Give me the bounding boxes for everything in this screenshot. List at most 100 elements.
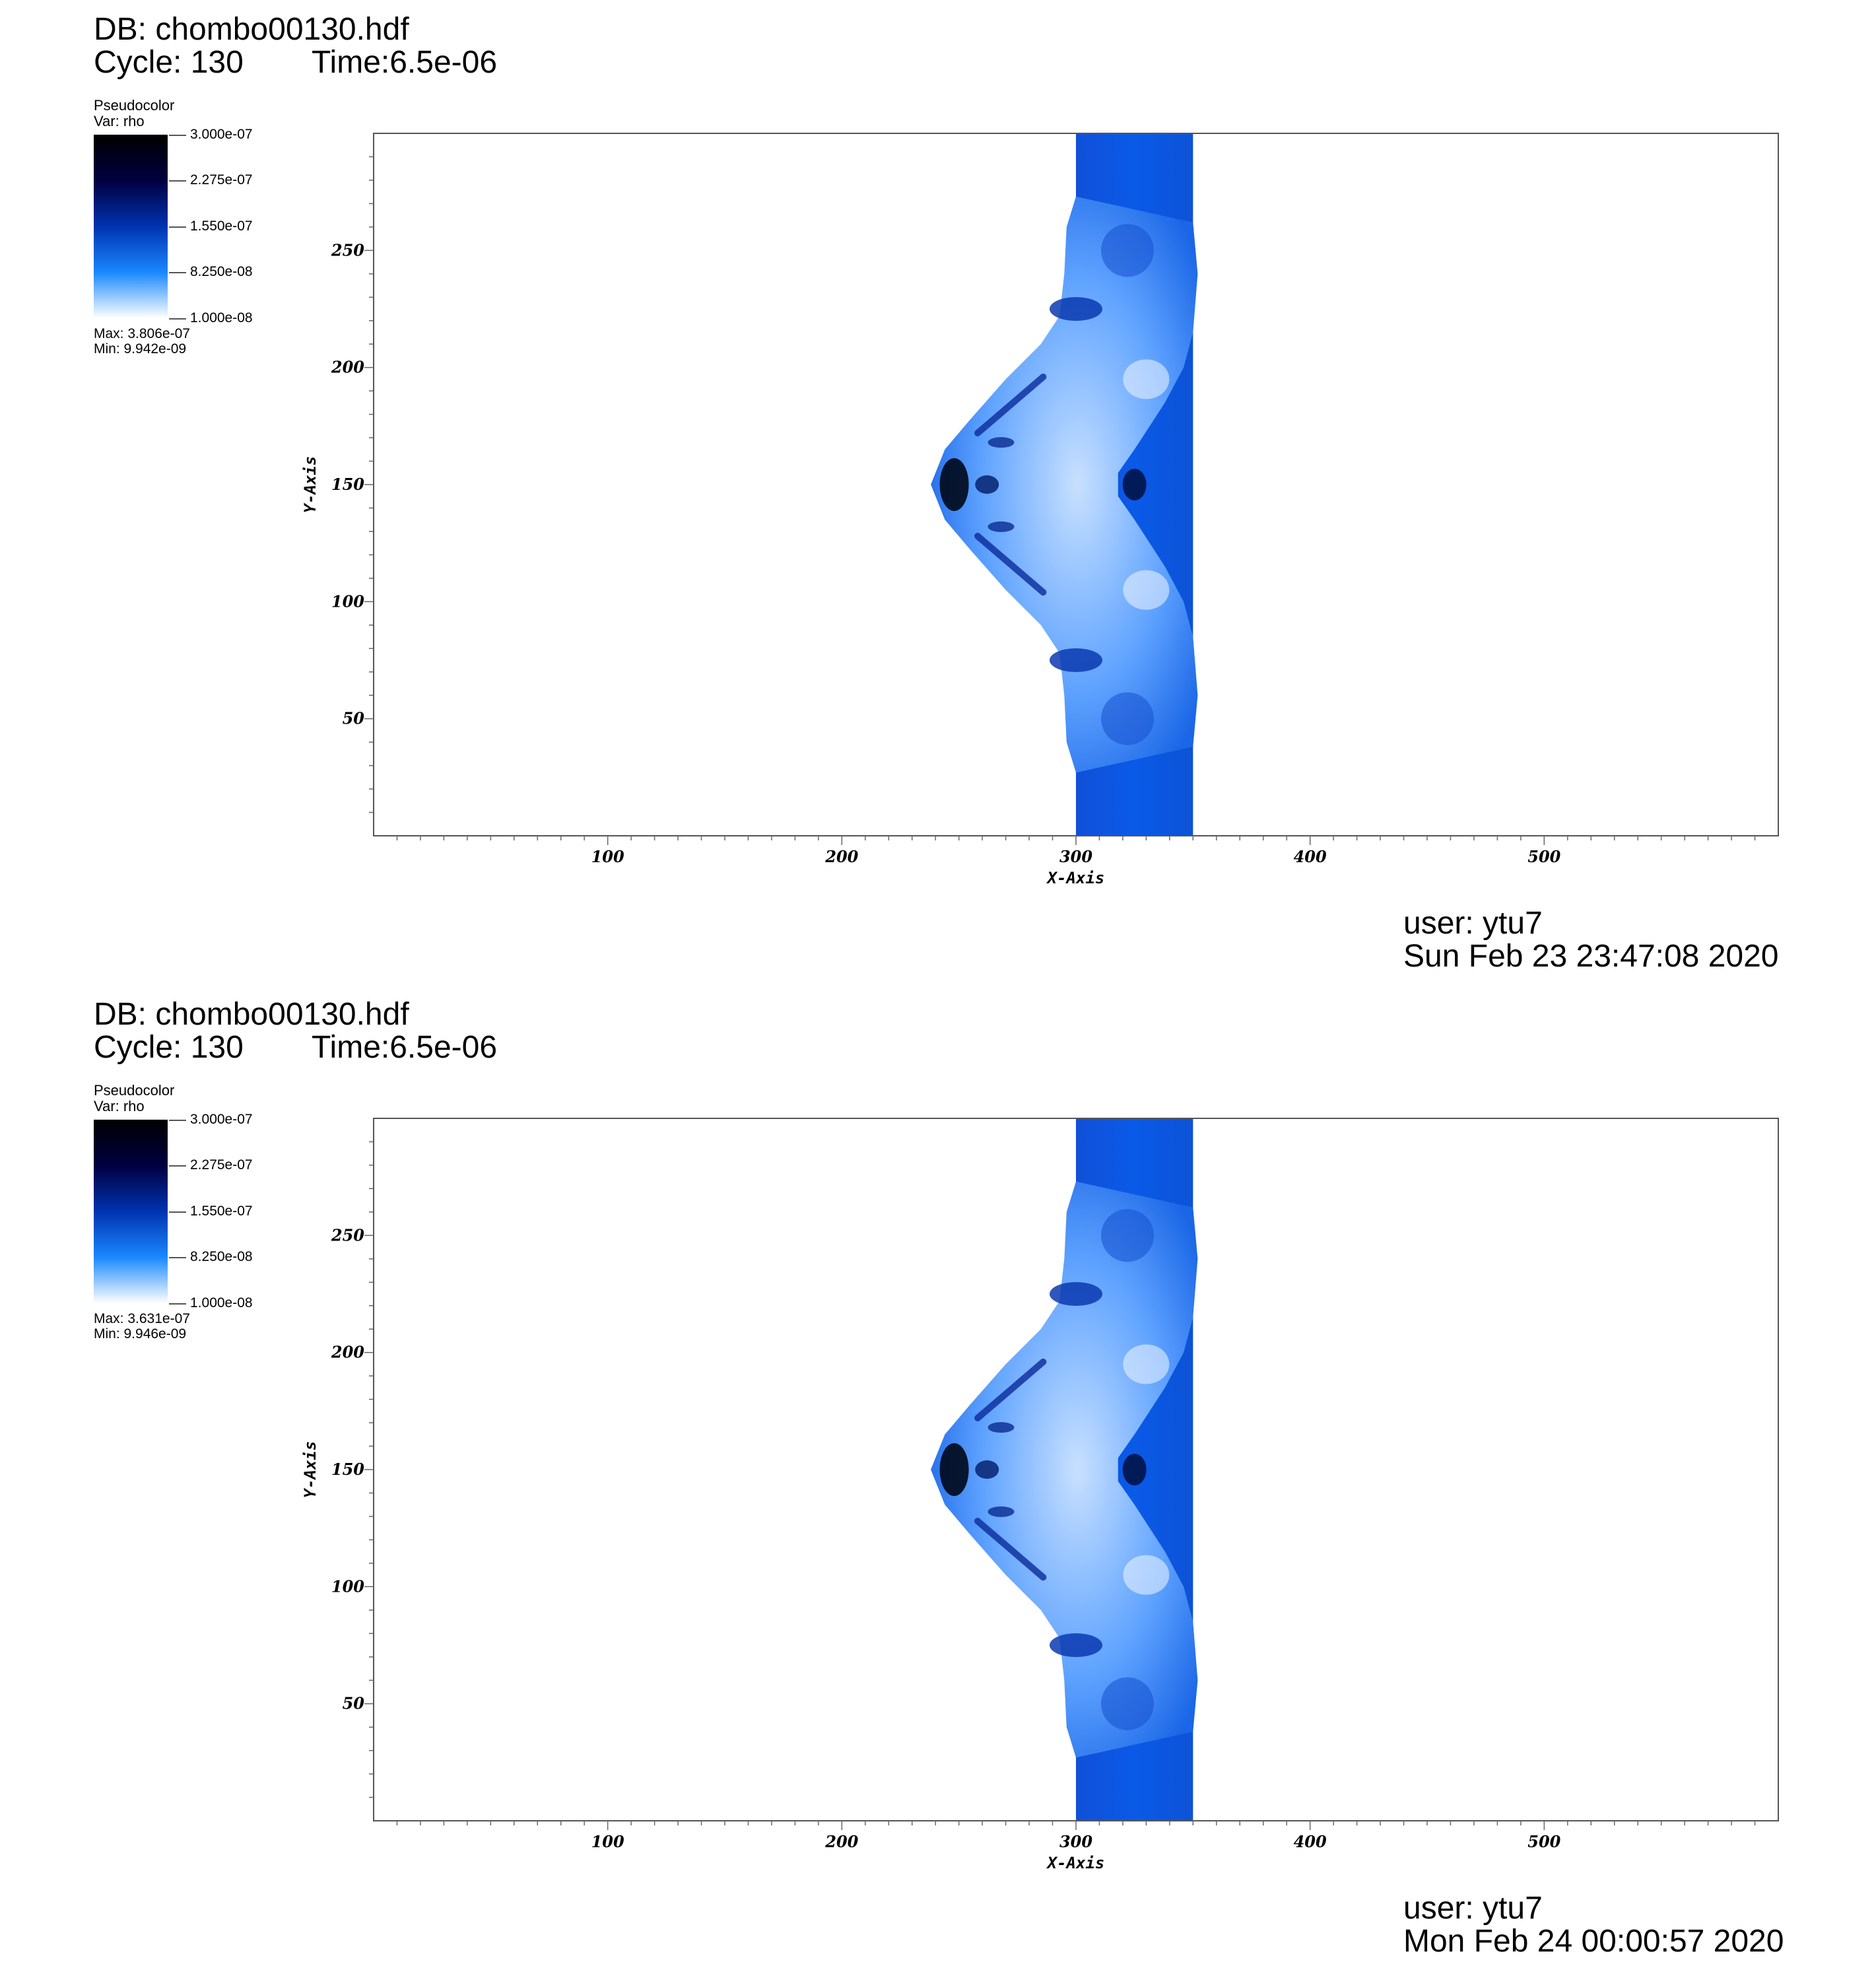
density-feature bbox=[1123, 359, 1170, 399]
y-tick-label: 150 bbox=[331, 1460, 364, 1479]
density-field bbox=[931, 133, 1198, 836]
colorbar bbox=[94, 135, 168, 318]
y-tick-label: 50 bbox=[343, 1694, 365, 1713]
legend-title: Pseudocolor bbox=[94, 97, 175, 114]
legend-variable: Var: rho bbox=[94, 1098, 145, 1114]
shock-region bbox=[931, 1181, 1198, 1758]
colorbar-tick bbox=[169, 1303, 186, 1305]
density-feature bbox=[988, 1506, 1015, 1517]
density-feature bbox=[975, 1460, 999, 1479]
jet-feature bbox=[974, 373, 1047, 436]
min-value: Min: 9.946e-09 bbox=[94, 1326, 187, 1342]
x-tick-label: 200 bbox=[824, 1832, 858, 1851]
y-tick-label: 150 bbox=[331, 475, 364, 494]
colorbar-label: 8.250e-08 bbox=[190, 264, 253, 279]
density-feature bbox=[1101, 692, 1155, 745]
legend-variable: Var: rho bbox=[94, 113, 145, 129]
legend-title: Pseudocolor bbox=[94, 1082, 175, 1099]
y-axis-title: Y-Axis bbox=[301, 1441, 319, 1499]
database-label: DB: chombo00130.hdf bbox=[94, 997, 409, 1032]
cycle-label: Cycle: 130 bbox=[94, 1030, 244, 1065]
density-feature bbox=[1101, 1677, 1155, 1730]
x-tick-label: 400 bbox=[1294, 1832, 1327, 1851]
y-axis-title: Y-Axis bbox=[301, 456, 319, 514]
colorbar-tick bbox=[169, 1211, 186, 1213]
density-field bbox=[931, 1118, 1198, 1821]
density-feature bbox=[1050, 1633, 1102, 1657]
min-value: Min: 9.942e-09 bbox=[94, 341, 187, 357]
shock-region bbox=[931, 196, 1198, 773]
user-label: user: ytu7 bbox=[1403, 1891, 1543, 1926]
density-feature bbox=[1050, 1282, 1102, 1306]
density-feature bbox=[1122, 1454, 1147, 1485]
colorbar-label: 1.000e-08 bbox=[190, 310, 253, 325]
colorbar bbox=[94, 1120, 168, 1303]
density-feature bbox=[1123, 570, 1170, 610]
density-feature bbox=[1122, 469, 1147, 500]
colorbar-label: 1.000e-08 bbox=[190, 1295, 253, 1310]
colorbar-tick bbox=[169, 135, 186, 136]
timestamp-label: Mon Feb 24 00:00:57 2020 bbox=[1403, 1924, 1784, 1959]
database-label: DB: chombo00130.hdf bbox=[94, 12, 409, 47]
x-tick-label: 300 bbox=[1059, 847, 1092, 866]
x-axis-title: X-Axis bbox=[1046, 869, 1105, 887]
density-feature bbox=[1050, 648, 1102, 672]
x-axis-title: X-Axis bbox=[1046, 1854, 1105, 1872]
y-tick-label: 100 bbox=[331, 592, 364, 611]
y-tick-label: 250 bbox=[331, 240, 364, 259]
minor-ticks bbox=[364, 156, 1756, 845]
colorbar-label: 3.000e-07 bbox=[190, 1112, 253, 1127]
heatmap-plot: 100 200 300 400 500 50 100 150 200 250 X-Axis Y-Axi… bbox=[301, 1118, 1779, 1872]
colorbar-tick bbox=[169, 1120, 186, 1121]
cycle-label: Cycle: 130 bbox=[94, 45, 244, 80]
density-feature bbox=[988, 437, 1015, 448]
colorbar-tick bbox=[169, 226, 186, 228]
x-tick-label: 500 bbox=[1527, 1832, 1560, 1851]
x-tick-label: 300 bbox=[1059, 1832, 1092, 1851]
jet-feature bbox=[974, 533, 1047, 596]
time-label: Time:6.5e-06 bbox=[312, 45, 498, 80]
density-feature bbox=[939, 458, 969, 511]
density-feature bbox=[1123, 1344, 1170, 1384]
y-tick-label: 50 bbox=[343, 709, 365, 728]
time-label: Time:6.5e-06 bbox=[312, 1030, 498, 1065]
colorbar-label: 1.550e-07 bbox=[190, 1204, 253, 1219]
jet-feature bbox=[974, 1518, 1047, 1581]
density-feature bbox=[939, 1443, 969, 1496]
max-value: Max: 3.631e-07 bbox=[94, 1311, 190, 1326]
plot-panel-1: DB: chombo00130.hdf Cycle: 130 Time:6.5e… bbox=[0, 0, 1876, 984]
y-tick-label: 200 bbox=[331, 358, 364, 377]
colorbar-label: 2.275e-07 bbox=[190, 1157, 253, 1172]
density-feature bbox=[988, 1422, 1015, 1433]
x-tick-label: 200 bbox=[824, 847, 858, 866]
jet-feature bbox=[974, 1358, 1047, 1421]
cycle-time-line: Cycle: 130 Time:6.5e-06 bbox=[94, 1030, 497, 1065]
colorbar-tick bbox=[169, 272, 186, 273]
x-tick-label: 400 bbox=[1294, 847, 1327, 866]
density-feature bbox=[1050, 297, 1102, 321]
x-tick-label: 100 bbox=[591, 847, 624, 866]
colorbar-tick bbox=[169, 180, 186, 182]
x-tick-label: 100 bbox=[591, 1832, 624, 1851]
y-tick-label: 250 bbox=[331, 1225, 364, 1244]
colorbar-label: 1.550e-07 bbox=[190, 219, 253, 234]
timestamp-label: Sun Feb 23 23:47:08 2020 bbox=[1403, 939, 1779, 974]
density-feature bbox=[1101, 224, 1155, 277]
density-feature bbox=[975, 475, 999, 494]
colorbar-tick bbox=[169, 1257, 186, 1258]
y-tick-label: 200 bbox=[331, 1343, 364, 1362]
y-tick-label: 100 bbox=[331, 1577, 364, 1596]
max-value: Max: 3.806e-07 bbox=[94, 326, 190, 341]
x-tick-label: 500 bbox=[1527, 847, 1560, 866]
heatmap-plot: 100 200 300 400 500 50 100 150 200 250 X-Axis Y-Axi… bbox=[301, 133, 1779, 887]
colorbar-label: 2.275e-07 bbox=[190, 172, 253, 187]
colorbar-label: 8.250e-08 bbox=[190, 1249, 253, 1264]
cycle-time-line: Cycle: 130 Time:6.5e-06 bbox=[94, 45, 497, 80]
density-feature bbox=[1123, 1555, 1170, 1595]
colorbar-tick bbox=[169, 1165, 186, 1167]
colorbar-tick bbox=[169, 318, 186, 320]
colorbar-label: 3.000e-07 bbox=[190, 127, 253, 142]
minor-ticks bbox=[364, 1141, 1756, 1830]
plot-panel-2: DB: chombo00130.hdf Cycle: 130 Time:6.5e… bbox=[0, 985, 1876, 1969]
density-feature bbox=[1101, 1209, 1155, 1262]
